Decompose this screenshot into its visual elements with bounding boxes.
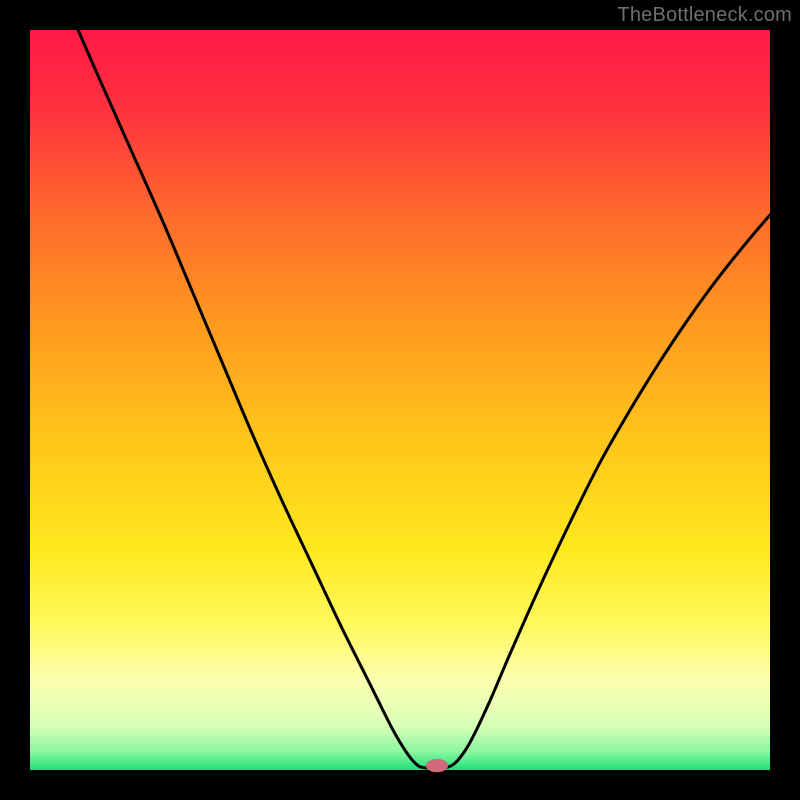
- chart-canvas: [0, 0, 800, 800]
- watermark-text: TheBottleneck.com: [617, 4, 792, 27]
- plot-area: [30, 30, 770, 770]
- minimum-marker: [426, 759, 448, 772]
